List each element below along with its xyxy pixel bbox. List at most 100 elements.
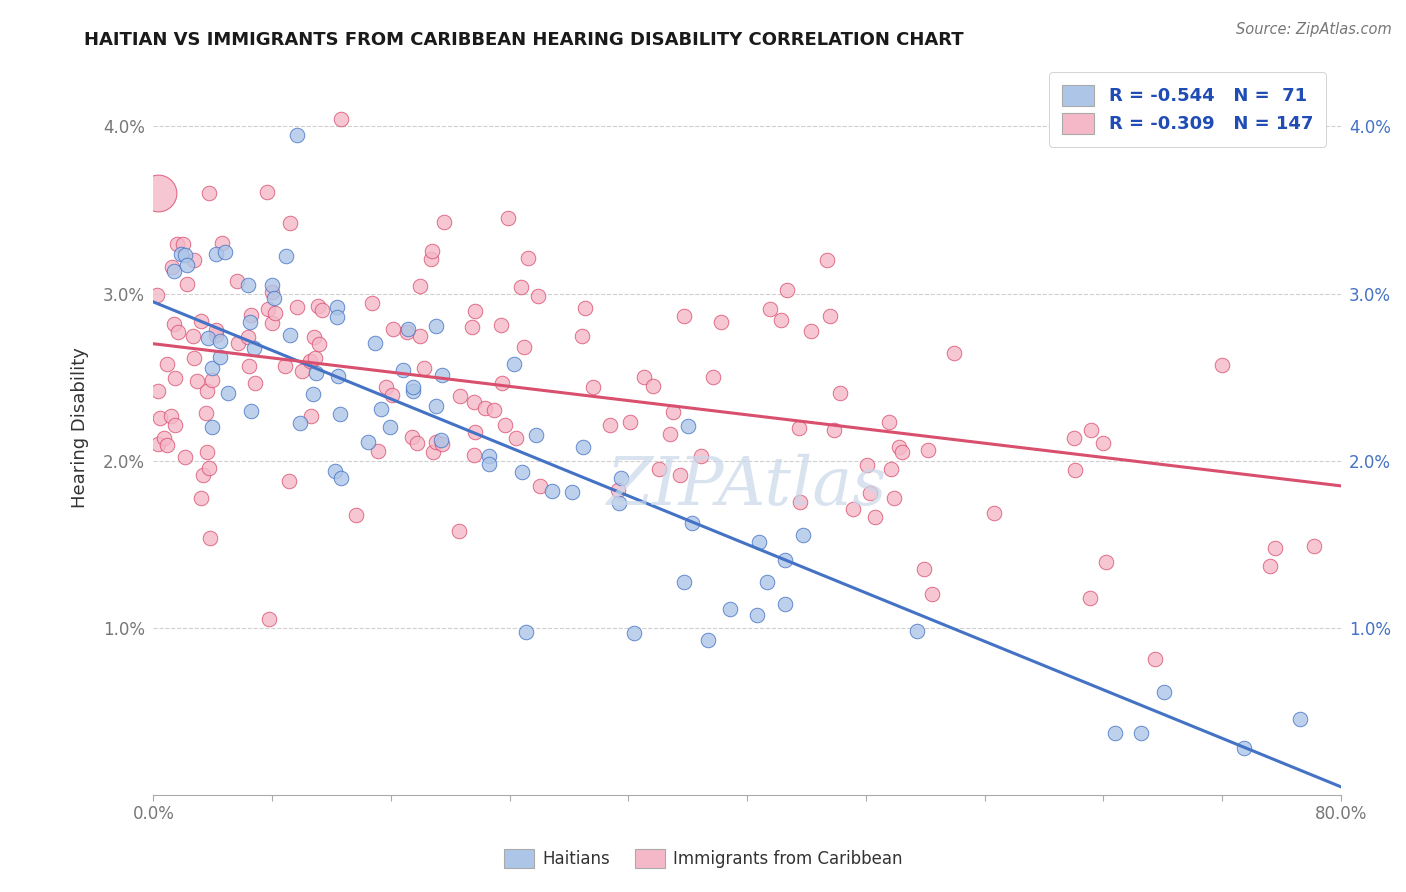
Point bbox=[263, 291, 285, 305]
Point bbox=[299, 354, 322, 368]
Point bbox=[792, 528, 814, 542]
Point bbox=[299, 409, 322, 423]
Point bbox=[195, 445, 218, 459]
Point bbox=[756, 574, 779, 589]
Point bbox=[823, 423, 845, 437]
Point bbox=[146, 436, 169, 450]
Legend: R = -0.544   N =  71, R = -0.309   N = 147: R = -0.544 N = 71, R = -0.309 N = 147 bbox=[1049, 72, 1326, 146]
Point bbox=[208, 350, 231, 364]
Point bbox=[201, 373, 224, 387]
Point bbox=[1264, 541, 1286, 556]
Point bbox=[541, 484, 564, 499]
Point bbox=[238, 359, 260, 374]
Point bbox=[619, 415, 641, 429]
Point bbox=[759, 301, 782, 316]
Point bbox=[776, 283, 799, 297]
Point bbox=[260, 316, 283, 330]
Point bbox=[166, 237, 188, 252]
Point bbox=[489, 318, 512, 332]
Point bbox=[599, 418, 621, 433]
Point bbox=[239, 308, 262, 322]
Point bbox=[880, 461, 903, 475]
Point bbox=[198, 461, 221, 475]
Point bbox=[197, 331, 219, 345]
Point bbox=[673, 309, 696, 323]
Point bbox=[273, 359, 295, 373]
Point bbox=[405, 435, 427, 450]
Text: HAITIAN VS IMMIGRANTS FROM CARIBBEAN HEARING DISABILITY CORRELATION CHART: HAITIAN VS IMMIGRANTS FROM CARIBBEAN HEA… bbox=[84, 31, 965, 49]
Point bbox=[710, 315, 733, 329]
Point bbox=[515, 624, 537, 639]
Point bbox=[1094, 555, 1116, 569]
Point bbox=[205, 323, 228, 337]
Point bbox=[163, 318, 186, 332]
Point bbox=[877, 415, 900, 429]
Point bbox=[447, 524, 470, 538]
Point bbox=[243, 341, 266, 355]
Point bbox=[381, 388, 404, 402]
Point bbox=[561, 485, 583, 500]
Point bbox=[1233, 740, 1256, 755]
Point bbox=[186, 374, 208, 388]
Point bbox=[201, 360, 224, 375]
Point bbox=[173, 450, 195, 464]
Point bbox=[648, 461, 671, 475]
Point bbox=[425, 318, 447, 333]
Point bbox=[917, 442, 939, 457]
Point bbox=[662, 405, 685, 419]
Point bbox=[146, 288, 169, 302]
Point bbox=[529, 479, 551, 493]
Point bbox=[1063, 432, 1085, 446]
Point bbox=[149, 411, 172, 425]
Text: Source: ZipAtlas.com: Source: ZipAtlas.com bbox=[1236, 22, 1392, 37]
Point bbox=[409, 329, 432, 343]
Point bbox=[409, 279, 432, 293]
Point bbox=[357, 435, 380, 450]
Point bbox=[571, 329, 593, 343]
Point bbox=[329, 471, 352, 485]
Point bbox=[198, 532, 221, 546]
Point bbox=[160, 260, 183, 274]
Point bbox=[464, 425, 486, 439]
Point bbox=[607, 496, 630, 510]
Point bbox=[623, 626, 645, 640]
Point bbox=[260, 285, 283, 299]
Point bbox=[1092, 436, 1115, 450]
Point bbox=[363, 335, 385, 350]
Point bbox=[217, 385, 239, 400]
Point bbox=[398, 321, 420, 335]
Point bbox=[690, 449, 713, 463]
Point bbox=[513, 339, 536, 353]
Point bbox=[170, 247, 193, 261]
Point bbox=[1104, 726, 1126, 740]
Point bbox=[263, 306, 285, 320]
Point bbox=[478, 457, 501, 471]
Point bbox=[1258, 558, 1281, 573]
Point bbox=[183, 351, 205, 365]
Point bbox=[211, 235, 233, 250]
Point bbox=[163, 264, 186, 278]
Point bbox=[702, 370, 724, 384]
Point bbox=[494, 418, 516, 433]
Point bbox=[887, 440, 910, 454]
Point bbox=[165, 371, 187, 385]
Point bbox=[285, 300, 308, 314]
Legend: Haitians, Immigrants from Caribbean: Haitians, Immigrants from Caribbean bbox=[496, 842, 910, 875]
Point bbox=[787, 421, 810, 435]
Point bbox=[288, 417, 311, 431]
Point bbox=[659, 427, 682, 442]
Point bbox=[429, 433, 451, 447]
Point bbox=[190, 491, 212, 506]
Point bbox=[193, 468, 215, 483]
Point bbox=[883, 491, 905, 505]
Point bbox=[195, 384, 218, 398]
Point bbox=[921, 587, 943, 601]
Point bbox=[775, 552, 797, 566]
Point bbox=[1064, 463, 1087, 477]
Point bbox=[641, 379, 664, 393]
Point bbox=[156, 357, 179, 371]
Point bbox=[496, 211, 519, 226]
Point bbox=[274, 249, 297, 263]
Point bbox=[430, 437, 453, 451]
Point bbox=[326, 300, 349, 314]
